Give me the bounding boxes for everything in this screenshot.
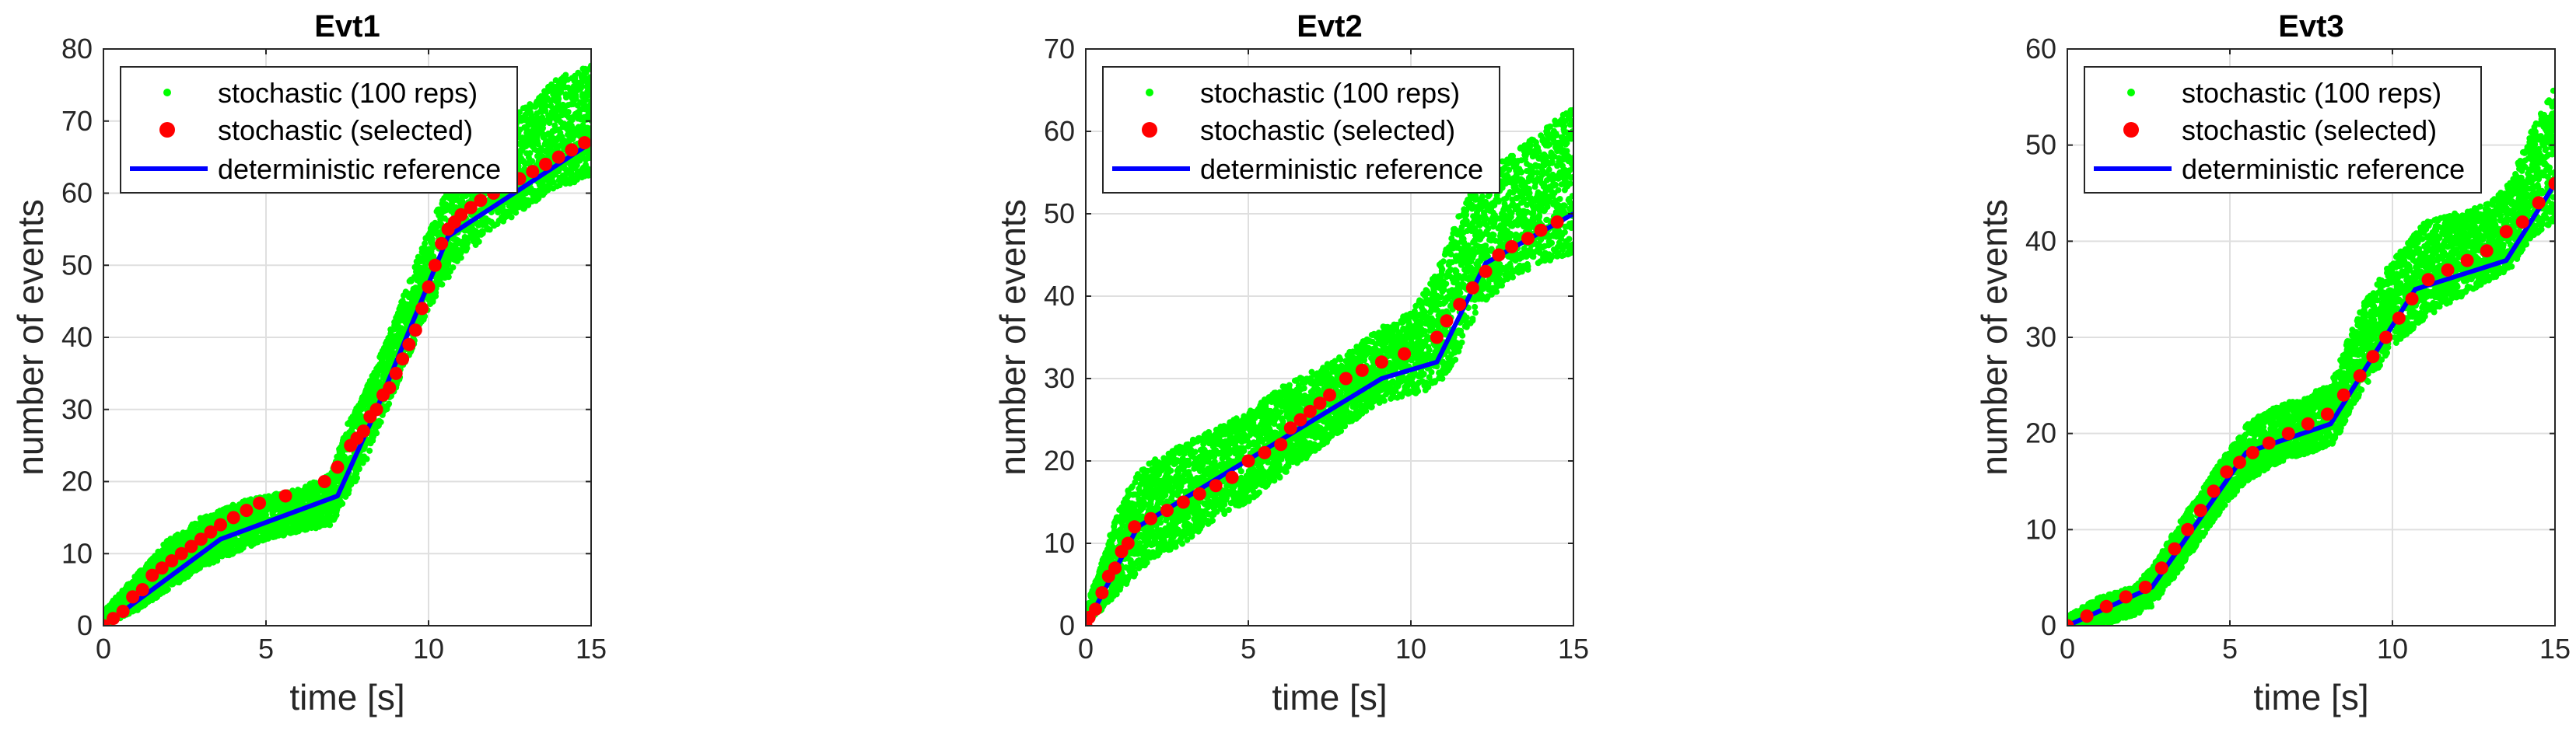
x-tick-label: 0: [96, 633, 111, 665]
stochastic-point: [572, 94, 579, 101]
selected-point: [474, 194, 488, 208]
chart-evt1: 0 5 10 15 0 10 20 30 40 50 60 70 80 Evt1 time [s] numbe…: [10, 9, 607, 717]
selected-point: [565, 143, 579, 157]
y-tick-label: 0: [77, 609, 93, 641]
legend-label: stochastic (100 reps): [218, 77, 478, 109]
legend-marker-stochastic-reps: [163, 89, 171, 96]
selected-point: [578, 136, 591, 150]
stochastic-point: [377, 419, 384, 426]
stochastic-point: [527, 150, 534, 157]
selected-point: [331, 460, 345, 474]
x-axis-label: time [s]: [289, 677, 404, 717]
stochastic-point: [439, 281, 446, 288]
y-tick-label: 40: [61, 321, 93, 353]
stochastic-point: [475, 238, 482, 245]
stochastic-point: [345, 487, 352, 494]
selected-point: [214, 518, 227, 532]
stochastic-point: [529, 158, 536, 165]
stochastic-point: [586, 125, 591, 132]
stochastic-point: [327, 522, 334, 529]
x-tick-label: 15: [576, 633, 607, 665]
stochastic-point: [479, 230, 486, 237]
selected-point: [253, 496, 267, 510]
stochastic-point: [363, 456, 370, 462]
selected-point: [278, 489, 292, 503]
selected-point: [383, 381, 397, 395]
y-axis-label: number of events: [10, 199, 51, 475]
selected-point: [435, 236, 449, 250]
stochastic-point: [586, 89, 591, 96]
stochastic-point: [436, 276, 443, 283]
selected-point: [369, 403, 383, 417]
stochastic-point: [386, 400, 393, 407]
stochastic-point: [555, 96, 562, 103]
selected-point: [415, 302, 429, 316]
selected-point: [539, 157, 552, 171]
stochastic-point: [429, 236, 436, 243]
selected-point: [396, 352, 410, 366]
plot-data: [103, 62, 591, 626]
y-tick-label: 80: [61, 33, 93, 65]
selected-point: [551, 150, 565, 164]
selected-point: [526, 165, 540, 179]
x-tick-label: 10: [413, 633, 444, 665]
selected-point: [317, 475, 331, 488]
stochastic-point: [359, 459, 366, 466]
stochastic-point: [354, 475, 360, 481]
legend-label: stochastic (selected): [218, 114, 473, 146]
stochastic-point: [544, 187, 551, 194]
stochastic-point: [508, 214, 515, 221]
selected-point: [356, 424, 370, 438]
stochastic-point: [339, 501, 346, 507]
stochastic-point: [486, 226, 493, 233]
y-tick-label: 20: [61, 466, 93, 497]
stochastic-point: [355, 465, 362, 472]
y-tick-label: 70: [61, 105, 93, 137]
stochastic-point: [457, 254, 464, 261]
selected-point: [240, 504, 254, 518]
stochastic-point: [586, 74, 591, 81]
selected-point: [428, 258, 442, 272]
legend-label: deterministic reference: [218, 153, 501, 185]
selected-point: [226, 511, 240, 525]
selected-point: [135, 583, 149, 597]
x-tick-label: 5: [258, 633, 274, 665]
stochastic-point: [373, 430, 380, 437]
selected-point: [116, 605, 130, 618]
stochastic-point: [422, 240, 429, 247]
stochastic-point: [450, 264, 457, 271]
stochastic-point: [408, 277, 415, 284]
stochastic-point: [565, 109, 572, 115]
y-tick-label: 60: [61, 177, 93, 209]
stochastic-point: [263, 511, 269, 518]
stochastic-point: [543, 103, 550, 110]
selected-point: [422, 280, 436, 294]
legend-marker-stochastic-selected: [159, 122, 175, 138]
selected-point: [389, 366, 403, 380]
chart-title: Evt1: [314, 9, 380, 44]
stochastic-point: [432, 293, 439, 299]
y-tick-label: 30: [61, 393, 93, 425]
stochastic-point: [366, 447, 373, 454]
legend: stochastic (100 reps) stochastic (selecte…: [120, 66, 518, 194]
y-tick-label: 10: [61, 537, 93, 569]
selected-point: [408, 323, 422, 337]
y-tick-label: 50: [61, 249, 93, 281]
stochastic-point: [164, 586, 171, 593]
stochastic-point: [445, 274, 452, 281]
selected-point: [402, 337, 416, 351]
stochastic-point: [513, 209, 520, 216]
